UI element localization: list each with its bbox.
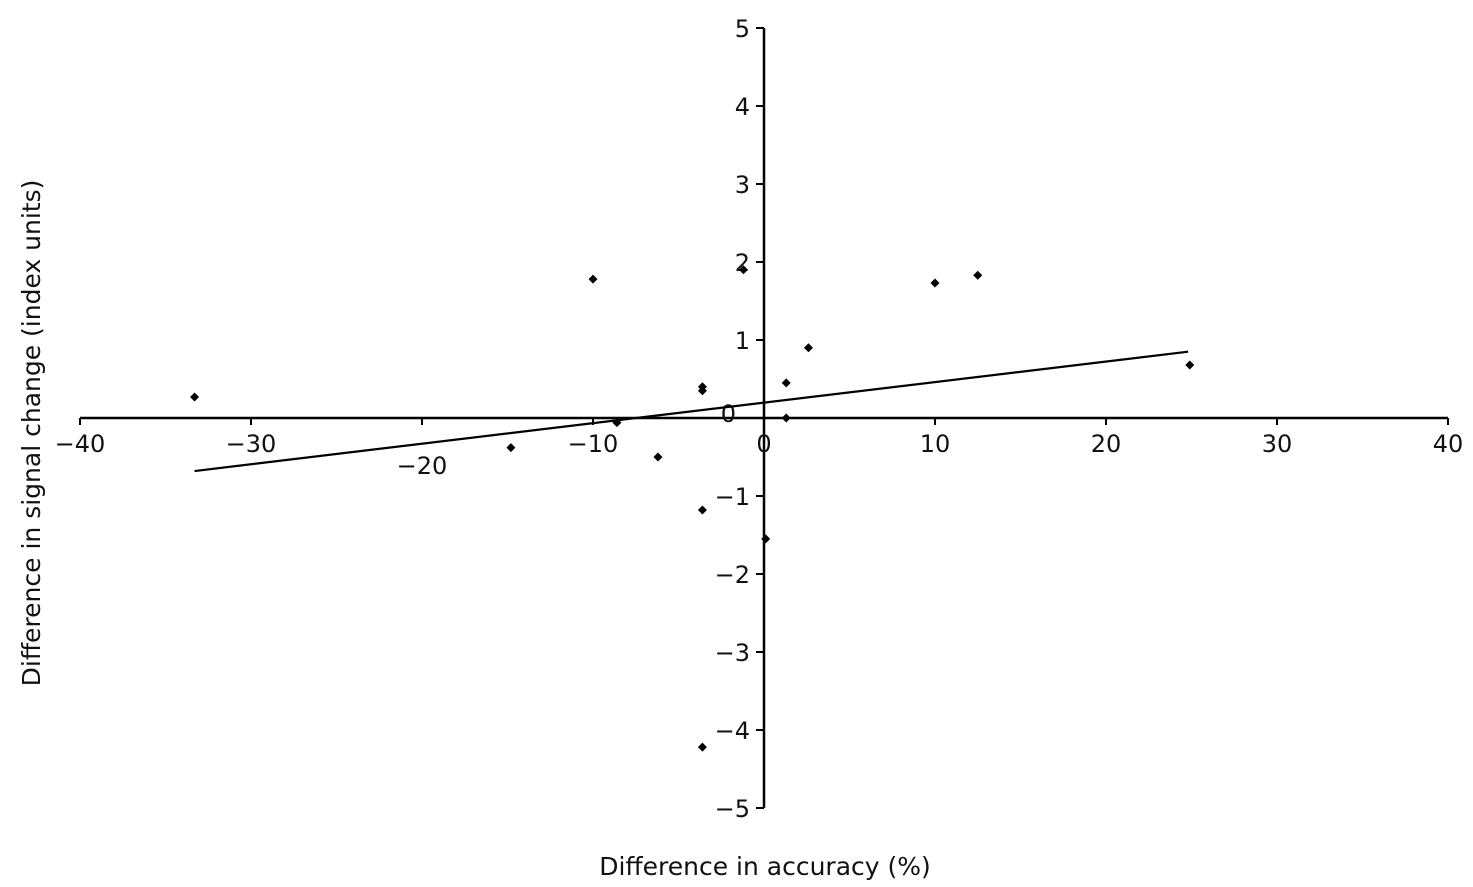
data-point xyxy=(612,418,622,428)
y-axis-title: Difference in signal change (index units… xyxy=(17,180,46,687)
x-tick-label: −40 xyxy=(55,430,106,458)
data-point xyxy=(973,270,983,280)
data-point xyxy=(653,452,663,462)
x-axis-title: Difference in accuracy (%) xyxy=(599,852,931,881)
y-tick-label: −4 xyxy=(715,717,750,745)
x-tick-label: 10 xyxy=(920,430,951,458)
x-tick-label: −30 xyxy=(226,430,277,458)
x-tick-label: 20 xyxy=(1091,430,1122,458)
y-tick-label: −1 xyxy=(715,483,750,511)
x-tick-label: 0 xyxy=(756,430,771,458)
data-point xyxy=(588,274,598,284)
y-tick-label: 5 xyxy=(735,15,750,43)
data-point xyxy=(506,443,516,453)
y-tick-label: 1 xyxy=(735,327,750,355)
data-point xyxy=(697,386,707,396)
y-tick-label: −3 xyxy=(715,639,750,667)
data-point xyxy=(761,534,771,544)
data-points xyxy=(190,265,1195,752)
y-tick-label: 3 xyxy=(735,171,750,199)
trendline-group xyxy=(194,350,1189,473)
x-tick-label: 40 xyxy=(1433,430,1464,458)
data-point xyxy=(781,413,791,423)
data-point xyxy=(738,265,748,275)
data-point xyxy=(190,392,200,402)
x-tick-label: 30 xyxy=(1262,430,1293,458)
data-point xyxy=(1185,360,1195,370)
data-point xyxy=(697,742,707,752)
trendline xyxy=(194,350,1189,473)
data-point xyxy=(803,343,813,353)
y-tick-label: 0 xyxy=(721,400,736,428)
x-tick-label: −20 xyxy=(397,452,448,480)
data-point xyxy=(781,378,791,388)
data-point xyxy=(930,278,940,288)
y-tick-label: −2 xyxy=(715,561,750,589)
y-tick-label: 4 xyxy=(735,93,750,121)
x-tick-label: −10 xyxy=(568,430,619,458)
y-tick-label: −5 xyxy=(715,795,750,823)
data-point xyxy=(697,505,707,515)
